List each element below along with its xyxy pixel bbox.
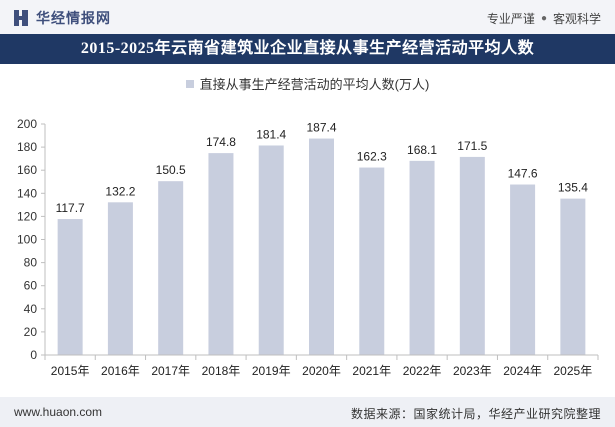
bar bbox=[208, 153, 234, 355]
bar bbox=[409, 160, 435, 355]
bar bbox=[158, 181, 184, 355]
x-tick-label: 2016年 bbox=[101, 364, 140, 378]
bar-value-label: 132.2 bbox=[105, 184, 135, 198]
y-tick-label: 20 bbox=[24, 325, 38, 339]
slogan: 专业严谨 ● 客观科学 bbox=[487, 10, 601, 27]
x-tick-label: 2019年 bbox=[252, 364, 291, 378]
y-axis: 0 20 40 60 80 100 120 140 160 180 200 bbox=[17, 117, 46, 362]
data-labels: 117.7 132.2 150.5 174.8 181.4 187.4 162.3 168.1… bbox=[56, 121, 589, 216]
y-tick-label: 140 bbox=[17, 186, 37, 200]
title-bar: 2015-2025年云南省建筑业企业直接从事生产经营活动平均人数 bbox=[0, 34, 615, 64]
legend: 直接从事生产经营活动的平均人数(万人) bbox=[0, 74, 615, 93]
y-tick-label: 40 bbox=[24, 302, 38, 316]
bar-value-label: 174.8 bbox=[206, 135, 236, 149]
y-tick-label: 60 bbox=[24, 279, 38, 293]
bar bbox=[57, 219, 83, 355]
x-axis: 2015年 2016年 2017年 2018年 2019年 2020年 2021年 2022年… bbox=[44, 354, 599, 378]
brand-logo-icon bbox=[14, 10, 28, 26]
bar-value-label: 162.3 bbox=[357, 150, 387, 164]
footer-url: www.huaon.com bbox=[14, 405, 103, 419]
bar-value-label: 117.7 bbox=[56, 201, 85, 215]
bar bbox=[309, 138, 334, 355]
x-tick-label: 2017年 bbox=[151, 364, 190, 378]
y-tick-label: 160 bbox=[17, 163, 37, 177]
bar-value-label: 168.1 bbox=[407, 143, 437, 157]
bar-value-label: 171.5 bbox=[457, 139, 487, 153]
brand: 华经情报网 bbox=[14, 8, 111, 28]
top-bar: 华经情报网 专业严谨 ● 客观科学 bbox=[0, 0, 615, 34]
footer: www.huaon.com 数据来源：国家统计局，华经产业研究院整理 bbox=[0, 397, 615, 427]
bar-chart: 117.7 132.2 150.5 174.8 181.4 187.4 162.3 168.1… bbox=[17, 117, 599, 378]
legend-label: 直接从事生产经营活动的平均人数(万人) bbox=[199, 77, 430, 92]
footer-source: 数据来源：国家统计局，华经产业研究院整理 bbox=[350, 407, 601, 421]
bars bbox=[57, 138, 586, 355]
slogan-right: 客观科学 bbox=[552, 12, 601, 26]
bar-value-label: 135.4 bbox=[558, 181, 588, 195]
chart-title: 2015-2025年云南省建筑业企业直接从事生产经营活动平均人数 bbox=[80, 40, 535, 57]
brand-name: 华经情报网 bbox=[36, 10, 111, 26]
x-tick-label: 2023年 bbox=[453, 364, 492, 378]
y-tick-label: 120 bbox=[17, 209, 37, 223]
x-tick-label: 2015年 bbox=[51, 364, 90, 378]
x-tick-label: 2025年 bbox=[554, 364, 593, 378]
bar-value-label: 150.5 bbox=[156, 163, 186, 177]
y-tick-label: 100 bbox=[17, 233, 37, 247]
y-tick-label: 0 bbox=[30, 348, 37, 362]
x-tick-label: 2022年 bbox=[403, 364, 442, 378]
bar bbox=[107, 202, 133, 355]
y-tick-label: 180 bbox=[17, 140, 37, 154]
bar bbox=[560, 198, 586, 355]
bar bbox=[459, 156, 485, 355]
y-tick-label: 200 bbox=[17, 117, 37, 131]
bar bbox=[359, 167, 385, 355]
legend-swatch bbox=[185, 79, 194, 88]
y-tick-label: 80 bbox=[24, 256, 38, 270]
bar bbox=[258, 145, 284, 355]
x-tick-label: 2018年 bbox=[202, 364, 241, 378]
separator-dot-icon: ● bbox=[540, 13, 547, 24]
bar-value-label: 181.4 bbox=[256, 127, 286, 141]
slogan-left: 专业严谨 bbox=[486, 12, 535, 26]
x-tick-label: 2021年 bbox=[352, 364, 391, 378]
bar-value-label: 147.6 bbox=[508, 167, 538, 181]
x-tick-label: 2020年 bbox=[302, 364, 341, 378]
bar bbox=[510, 184, 536, 355]
bar-value-label: 187.4 bbox=[306, 121, 336, 135]
x-tick-label: 2024年 bbox=[503, 364, 542, 378]
